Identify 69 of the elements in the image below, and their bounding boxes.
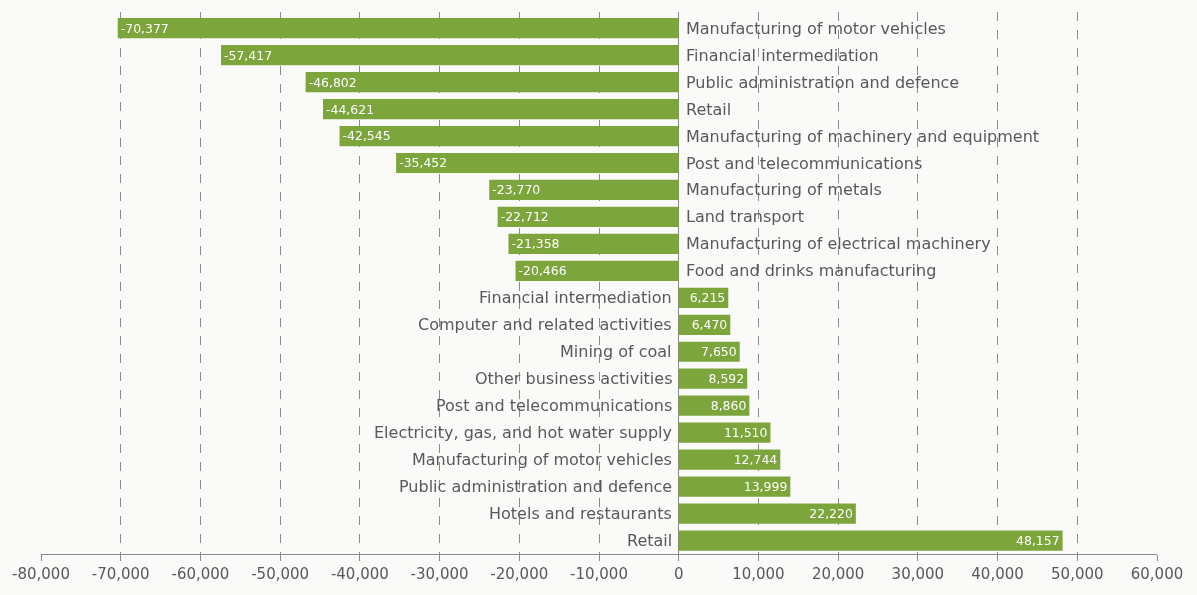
bar <box>339 125 679 147</box>
y-tick-label: Manufacturing of motor vehicles <box>412 450 672 469</box>
data-label: -23,770 <box>492 182 541 198</box>
data-label: 48,157 <box>1016 532 1060 548</box>
x-tick-label: -10,000 <box>570 565 628 583</box>
data-label: 6,215 <box>689 290 726 306</box>
y-tick-label: Food and drinks manufacturing <box>686 261 937 280</box>
y-tick-label: Retail <box>686 100 732 119</box>
y-tick-label: Manufacturing of motor vehicles <box>686 19 946 38</box>
bar <box>678 449 781 470</box>
data-label: -46,802 <box>308 74 357 90</box>
x-tick-label: 60,000 <box>1130 565 1184 583</box>
y-tick-label: Post and telecommunications <box>436 396 673 415</box>
y-tick-label: Public administration and defence <box>399 477 673 496</box>
data-label: 8,860 <box>710 398 747 414</box>
data-label: -35,452 <box>399 155 448 171</box>
y-tick-label: Hotels and restaurants <box>489 504 672 523</box>
bar <box>305 72 679 93</box>
bar <box>489 179 679 201</box>
x-tick-label: -40,000 <box>330 565 389 583</box>
bar <box>497 206 679 228</box>
x-tick-label: 10,000 <box>732 565 785 583</box>
x-tick-label: 20,000 <box>811 565 865 583</box>
data-label: -57,417 <box>224 47 273 63</box>
x-tick-label: 50,000 <box>1051 565 1104 583</box>
bar <box>508 233 679 255</box>
y-tick-label: Financial intermediation <box>479 288 672 307</box>
data-label: -42,545 <box>342 128 391 144</box>
data-label: 7,650 <box>701 344 737 360</box>
data-label: -20,466 <box>518 263 567 279</box>
y-tick-label: Electricity, gas, and hot water supply <box>374 423 672 442</box>
y-tick-label: Land transport <box>686 207 805 226</box>
x-tick-label: -30,000 <box>410 565 469 583</box>
data-label: -70,377 <box>120 20 169 36</box>
data-label: 6,470 <box>691 317 728 333</box>
x-tick-label: -50,000 <box>251 565 310 583</box>
data-label: -22,712 <box>500 209 549 225</box>
data-label: 11,510 <box>723 425 768 441</box>
data-label: -21,358 <box>511 236 560 252</box>
bar <box>323 98 679 120</box>
bar <box>221 45 679 66</box>
data-label: 22,220 <box>809 505 853 521</box>
y-tick-label: Computer and related activities <box>418 315 672 334</box>
y-tick-label: Other business activities <box>475 369 673 388</box>
y-tick-label: Mining of coal <box>560 342 672 361</box>
y-tick-label: Financial intermediation <box>686 46 879 65</box>
bar <box>117 18 679 39</box>
bar <box>678 503 856 524</box>
x-tick-label: -80,000 <box>12 565 70 583</box>
bar <box>396 152 679 174</box>
y-tick-label: Public administration and defence <box>686 73 960 92</box>
data-label: 8,592 <box>708 371 745 387</box>
bar <box>515 260 679 281</box>
data-label: 13,999 <box>743 479 788 495</box>
bar <box>678 476 791 497</box>
y-tick-label: Manufacturing of electrical machinery <box>686 234 991 253</box>
x-tick-label: -70,000 <box>91 565 150 583</box>
x-tick-label: 0 <box>673 565 684 583</box>
x-tick-label: -20,000 <box>490 565 549 583</box>
bar <box>678 530 1063 551</box>
data-label: 12,744 <box>733 452 778 468</box>
x-tick-label: 30,000 <box>891 565 945 583</box>
y-tick-label: Manufacturing of metals <box>686 180 882 199</box>
data-label: -44,621 <box>326 101 375 117</box>
y-tick-label: Post and telecommunications <box>686 154 923 173</box>
y-tick-label: Retail <box>627 531 673 550</box>
y-tick-label: Manufacturing of machinery and equipment <box>686 127 1040 146</box>
x-tick-label: 40,000 <box>971 565 1024 583</box>
x-tick-label: -60,000 <box>171 565 230 583</box>
